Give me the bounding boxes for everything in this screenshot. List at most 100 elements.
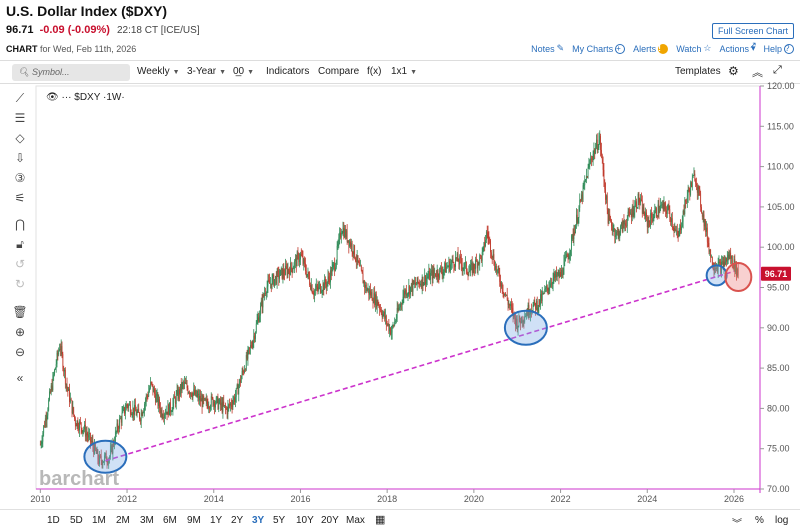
candle-body [474, 268, 476, 269]
range-button-5d[interactable]: 5D [70, 515, 83, 526]
candle-body [86, 433, 88, 436]
layout-select[interactable]: 1x1 ▼ [391, 66, 417, 77]
range-button-2m[interactable]: 2M [116, 515, 130, 526]
undo-icon[interactable]: ↺ [14, 257, 26, 271]
range-button-10y[interactable]: 10Y [296, 515, 314, 526]
range-button-20y[interactable]: 20Y [321, 515, 339, 526]
candle-body [262, 294, 264, 308]
candle-body [699, 189, 701, 194]
candle-body [40, 443, 42, 445]
compare-button[interactable]: Compare [318, 66, 360, 77]
candle-body [280, 269, 281, 276]
zoom-out-icon[interactable]: ⊖ [14, 345, 26, 359]
candle-body [50, 385, 52, 393]
zoom-in-icon[interactable]: ⊕ [14, 325, 26, 339]
range-button-3y[interactable]: 3Y [252, 515, 265, 526]
last-price-tag: 96.71 [761, 266, 791, 281]
candle-body [310, 285, 312, 290]
candle-body [536, 300, 538, 311]
eye-icon[interactable]: 👁︎ [46, 92, 59, 103]
candle-body [497, 268, 499, 270]
candle-body [46, 415, 48, 421]
candle-body [639, 202, 641, 204]
range-button-1y[interactable]: 1Y [210, 515, 223, 526]
candle-body [370, 292, 372, 296]
magnet-icon[interactable]: ⋂ [15, 217, 25, 231]
range-button-1d[interactable]: 1D [47, 515, 60, 526]
candle-body [196, 395, 198, 397]
support-trendline [105, 270, 735, 462]
calendar-icon[interactable]: ▦ [375, 514, 386, 526]
candle-body [731, 256, 733, 266]
actions-menu[interactable]: Actions ▾ [719, 43, 755, 54]
range-button-6m[interactable]: 6M [163, 515, 177, 526]
candle-body [500, 282, 502, 287]
candle-body [539, 299, 541, 305]
price-tag-label: 96.71 [765, 269, 788, 279]
candle-body [183, 382, 185, 384]
candle-body [612, 229, 614, 232]
candle-body [293, 267, 295, 270]
gear-icon[interactable]: ⚙ [728, 64, 739, 78]
alerts-link[interactable]: Alerts! [633, 43, 669, 54]
period-select[interactable]: Weekly ▼ [137, 66, 180, 77]
collapse-sidebar-icon[interactable]: « [16, 371, 24, 385]
candle-body [225, 407, 227, 409]
legend-menu-icon[interactable]: ··· [61, 92, 72, 103]
log-toggle[interactable]: log [775, 515, 789, 526]
candle-body [535, 302, 536, 310]
chart-type-select[interactable]: 0̲0 ▼ [233, 66, 254, 77]
arrow-down-tool-icon[interactable]: ⇩ [14, 151, 26, 165]
candle-body [506, 294, 508, 300]
candle-body [516, 318, 518, 331]
candle-body [316, 285, 318, 288]
range-button-max[interactable]: Max [346, 515, 365, 526]
candle-body [525, 316, 526, 318]
candle-body [337, 244, 339, 246]
redo-icon[interactable]: ↻ [14, 277, 26, 291]
templates-button[interactable]: Templates [675, 66, 721, 77]
notes-link[interactable]: Notes ✎ [531, 43, 564, 54]
candle-body [510, 304, 511, 306]
range-button-5y[interactable]: 5Y [273, 515, 286, 526]
shape-tool-icon[interactable]: ◇ [15, 131, 25, 145]
trash-icon[interactable]: 🗑︎ [12, 305, 28, 319]
range-select[interactable]: 3-Year ▼ [187, 66, 226, 77]
range-button-1m[interactable]: 1M [92, 515, 106, 526]
full-screen-chart-button[interactable]: Full Screen Chart ↗ [712, 23, 794, 50]
candle-body [690, 182, 692, 195]
candle-body [290, 262, 291, 275]
lock-icon[interactable]: 🔓︎ [16, 237, 24, 251]
candle-body [618, 231, 620, 238]
percent-toggle[interactable]: % [755, 515, 764, 526]
range-button-9m[interactable]: 9M [187, 515, 201, 526]
candle-body [134, 404, 135, 415]
candle-body [234, 397, 235, 402]
candle-body [440, 267, 441, 269]
candle-body [49, 391, 50, 400]
price-tag-box [761, 266, 791, 281]
expand-icon[interactable]: ⤢ [773, 64, 782, 76]
my-charts-link[interactable]: My Charts + [572, 43, 626, 54]
candle-body [201, 398, 203, 407]
candle-body [247, 349, 249, 359]
settings-sliders-icon[interactable]: ⚟ [14, 191, 26, 205]
range-button-2y[interactable]: 2Y [231, 515, 244, 526]
candle-body [176, 389, 178, 395]
watch-link[interactable]: Watch ☆ [676, 43, 711, 54]
function-button[interactable]: f(x) [367, 66, 382, 77]
x-tick-label: 2020 [464, 494, 484, 504]
numbered-marker-icon[interactable]: ③ [14, 171, 26, 185]
symbol-search-input[interactable]: 🔍︎ Symbol... [12, 64, 130, 81]
candle-body [143, 410, 145, 413]
chevron-down-icon[interactable]: ︾ [732, 519, 742, 530]
fibonacci-tool-icon[interactable]: ☰ [14, 111, 26, 125]
candle-body [532, 305, 534, 312]
collapse-icon[interactable]: ︽ [752, 67, 763, 79]
trendline-tool-icon[interactable]: ⟋ [15, 91, 25, 105]
indicators-button[interactable]: Indicators [266, 66, 310, 77]
candle-body [366, 289, 368, 292]
help-link[interactable]: Help? [763, 43, 794, 54]
range-button-3m[interactable]: 3M [140, 515, 154, 526]
